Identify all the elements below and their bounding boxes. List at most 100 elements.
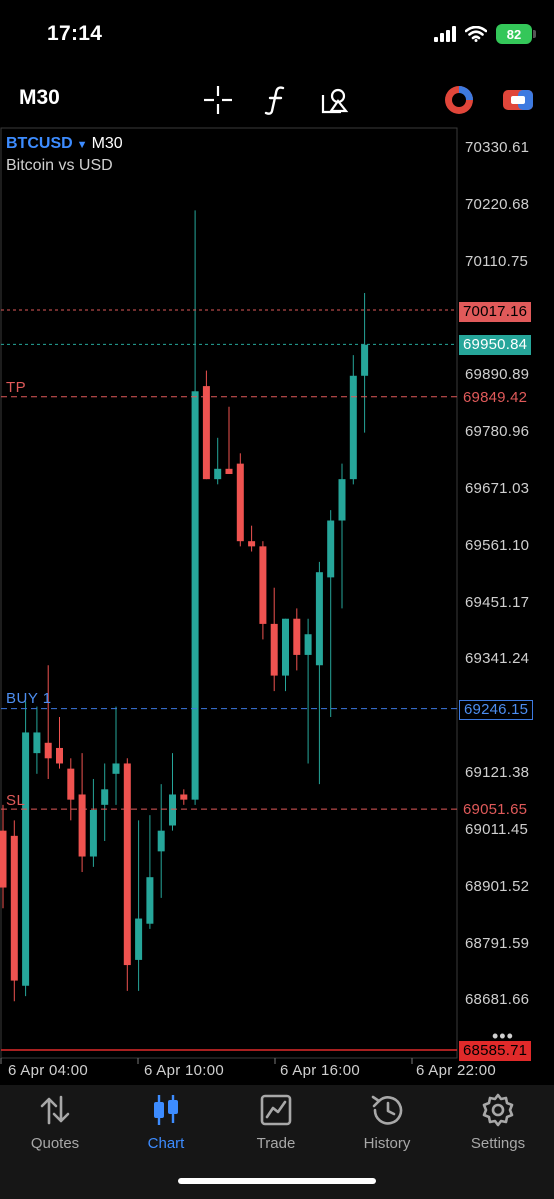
sl-price-tag: 69051.65 (463, 801, 528, 818)
indicators-icon[interactable] (258, 82, 294, 118)
wifi-icon (465, 26, 487, 42)
candle-body (146, 877, 154, 924)
objects-icon[interactable] (317, 82, 353, 118)
candle (67, 758, 75, 821)
price-tick-label: 69451.17 (465, 593, 530, 611)
candle-body (89, 809, 97, 857)
candle-body (0, 830, 7, 888)
candle (361, 293, 369, 433)
symbol-dropdown-icon: ▼ (76, 139, 88, 151)
candle-body (67, 768, 75, 800)
candle (214, 437, 222, 485)
trade-signal-icon[interactable] (441, 82, 477, 118)
candle-body (157, 830, 165, 852)
candle (89, 778, 97, 867)
price-tick-label: 69890.89 (465, 366, 530, 384)
tp-line-label[interactable]: TP (6, 379, 27, 396)
candle (327, 510, 335, 717)
price-tick-label: 70110.75 (465, 252, 529, 270)
candle (56, 716, 63, 769)
timeframe-selector[interactable]: M30 (19, 86, 60, 109)
settings-icon (482, 1093, 514, 1127)
cellular-signal-icon (434, 26, 456, 42)
tab-quotes[interactable]: Quotes (0, 1093, 110, 1152)
trade-icon (260, 1094, 292, 1126)
buy-price-tag[interactable]: 69246.15 (459, 700, 534, 720)
candle (225, 406, 233, 474)
candle-body (327, 520, 335, 578)
price-tick-label: 69780.96 (465, 423, 530, 441)
candle (112, 706, 120, 805)
symbol-description: Bitcoin vs USD (6, 157, 113, 174)
candle (78, 753, 86, 873)
candle (349, 355, 357, 485)
candle (282, 618, 289, 692)
bid-price-tag: 69950.84 (459, 335, 532, 355)
status-icons: 82 (434, 24, 536, 44)
candle (338, 463, 346, 609)
chart-toolbar: M30 (0, 70, 554, 128)
tab-chart[interactable]: Chart (111, 1093, 221, 1152)
candle-body (191, 391, 199, 800)
candle-body (56, 747, 63, 764)
price-tick-label: 68681.66 (465, 991, 530, 1009)
candle (135, 820, 143, 991)
candle-body (282, 618, 289, 676)
tab-settings[interactable]: Settings (443, 1093, 553, 1152)
candle (248, 525, 256, 552)
candle (202, 370, 210, 480)
candle-body (112, 763, 120, 774)
symbol-name: BTCUSD (6, 135, 73, 152)
candle-body (259, 546, 267, 624)
candle (270, 587, 278, 692)
candle (315, 561, 323, 785)
price-tick-label: 69561.10 (465, 536, 530, 554)
battery-icon: 82 (496, 24, 536, 44)
candle (293, 608, 301, 671)
buy-line-label[interactable]: BUY 1 (6, 690, 52, 707)
candle-body (361, 344, 369, 376)
candle-body (78, 794, 86, 857)
candle-body (169, 794, 176, 826)
more-options-icon[interactable]: ••• (492, 1026, 514, 1046)
quotes-icon (40, 1095, 70, 1125)
tab-history[interactable]: History (332, 1093, 442, 1152)
candle-body (315, 572, 323, 666)
candle-body (293, 618, 301, 655)
candle-body (202, 386, 210, 480)
candle-body (338, 479, 346, 521)
price-tick-label: 69121.38 (465, 764, 530, 782)
price-chart[interactable] (0, 0, 554, 1085)
history-icon (371, 1095, 403, 1125)
price-tick-label: 70220.68 (465, 195, 530, 213)
candle-body (135, 918, 143, 960)
chart-icon (154, 1095, 178, 1125)
tab-label: Settings (470, 1135, 526, 1152)
symbol-period: M30 (91, 135, 123, 152)
crosshair-icon[interactable] (200, 82, 236, 118)
candle (33, 706, 41, 774)
tab-trade[interactable]: Trade (221, 1093, 331, 1152)
price-tick-label: 70330.61 (465, 139, 530, 156)
candle (304, 618, 312, 764)
candle (10, 820, 18, 1002)
bottom-tab-bar: Quotes Chart Trade History (0, 1085, 554, 1199)
candle (146, 815, 154, 929)
time-tick-label: 6 Apr 10:00 (144, 1062, 225, 1079)
sl-line-label[interactable]: SL (6, 792, 26, 809)
price-tick-label: 69671.03 (465, 479, 530, 497)
one-click-trading-icon[interactable] (500, 82, 536, 118)
candle-body (248, 541, 256, 547)
price-tick-label: 69341.24 (465, 650, 530, 668)
battery-level: 82 (506, 26, 522, 42)
chart-symbol[interactable]: BTCUSD ▼ M30 (6, 135, 123, 153)
tab-label: Quotes (30, 1135, 80, 1152)
candle-body (180, 794, 188, 800)
candle-body (101, 789, 109, 805)
status-bar: 17:14 82 (0, 0, 554, 70)
candle (259, 541, 267, 640)
candle (191, 210, 199, 805)
tab-label: Chart (147, 1135, 185, 1152)
candle-body (33, 732, 41, 754)
candle-body (22, 732, 30, 986)
